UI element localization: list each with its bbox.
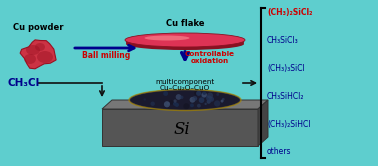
Ellipse shape — [130, 90, 240, 110]
Polygon shape — [102, 100, 268, 109]
Text: Ball milling: Ball milling — [82, 51, 130, 60]
Circle shape — [199, 97, 204, 103]
Circle shape — [206, 95, 212, 101]
Circle shape — [206, 95, 209, 99]
Circle shape — [183, 103, 189, 109]
Text: Si: Si — [174, 121, 191, 137]
Circle shape — [216, 93, 219, 96]
Text: others: others — [267, 148, 291, 157]
Circle shape — [195, 97, 197, 100]
Circle shape — [204, 103, 207, 105]
Ellipse shape — [126, 35, 244, 47]
Circle shape — [196, 91, 201, 96]
Ellipse shape — [37, 51, 53, 63]
Circle shape — [192, 96, 197, 101]
Circle shape — [175, 103, 179, 107]
Circle shape — [180, 96, 183, 99]
Circle shape — [169, 100, 174, 105]
Polygon shape — [258, 100, 268, 146]
Circle shape — [203, 91, 206, 95]
Text: oxidation: oxidation — [191, 58, 229, 64]
Text: multicomponent: multicomponent — [155, 79, 215, 85]
Text: Cu flake: Cu flake — [166, 19, 204, 29]
Circle shape — [221, 100, 223, 103]
Ellipse shape — [24, 54, 36, 64]
Ellipse shape — [126, 38, 244, 50]
Circle shape — [201, 92, 207, 98]
Ellipse shape — [144, 36, 189, 41]
Text: (CH₃)₂SiHCl: (CH₃)₂SiHCl — [267, 120, 310, 129]
Circle shape — [163, 91, 168, 96]
Text: CH₃Cl: CH₃Cl — [8, 78, 40, 88]
Text: Cu powder: Cu powder — [13, 24, 63, 33]
Circle shape — [164, 101, 170, 107]
Circle shape — [214, 100, 220, 107]
Circle shape — [176, 94, 181, 100]
Circle shape — [222, 98, 225, 101]
Ellipse shape — [26, 45, 40, 55]
Circle shape — [150, 102, 155, 106]
Ellipse shape — [35, 43, 45, 51]
Text: CH₃SiHCl₂: CH₃SiHCl₂ — [267, 92, 305, 101]
Text: (CH₃)₂SiCl₂: (CH₃)₂SiCl₂ — [267, 8, 313, 17]
Circle shape — [173, 102, 177, 106]
Text: (CH₃)₃SiCl: (CH₃)₃SiCl — [267, 64, 305, 73]
Ellipse shape — [125, 33, 245, 47]
Text: Controllable: Controllable — [185, 51, 235, 57]
Circle shape — [194, 91, 199, 96]
Circle shape — [209, 97, 214, 102]
Circle shape — [167, 102, 170, 105]
Ellipse shape — [126, 37, 244, 49]
Circle shape — [207, 92, 213, 99]
Text: Cu–Cu₂O–CuO: Cu–Cu₂O–CuO — [160, 85, 210, 91]
Circle shape — [190, 103, 194, 107]
Circle shape — [174, 99, 177, 103]
Ellipse shape — [126, 36, 244, 48]
Circle shape — [144, 98, 146, 101]
Text: CH₃SiCl₃: CH₃SiCl₃ — [267, 36, 299, 45]
Circle shape — [190, 97, 195, 103]
Circle shape — [201, 92, 207, 98]
Circle shape — [197, 104, 201, 108]
Polygon shape — [102, 109, 258, 146]
Polygon shape — [20, 40, 56, 69]
Circle shape — [207, 100, 211, 104]
